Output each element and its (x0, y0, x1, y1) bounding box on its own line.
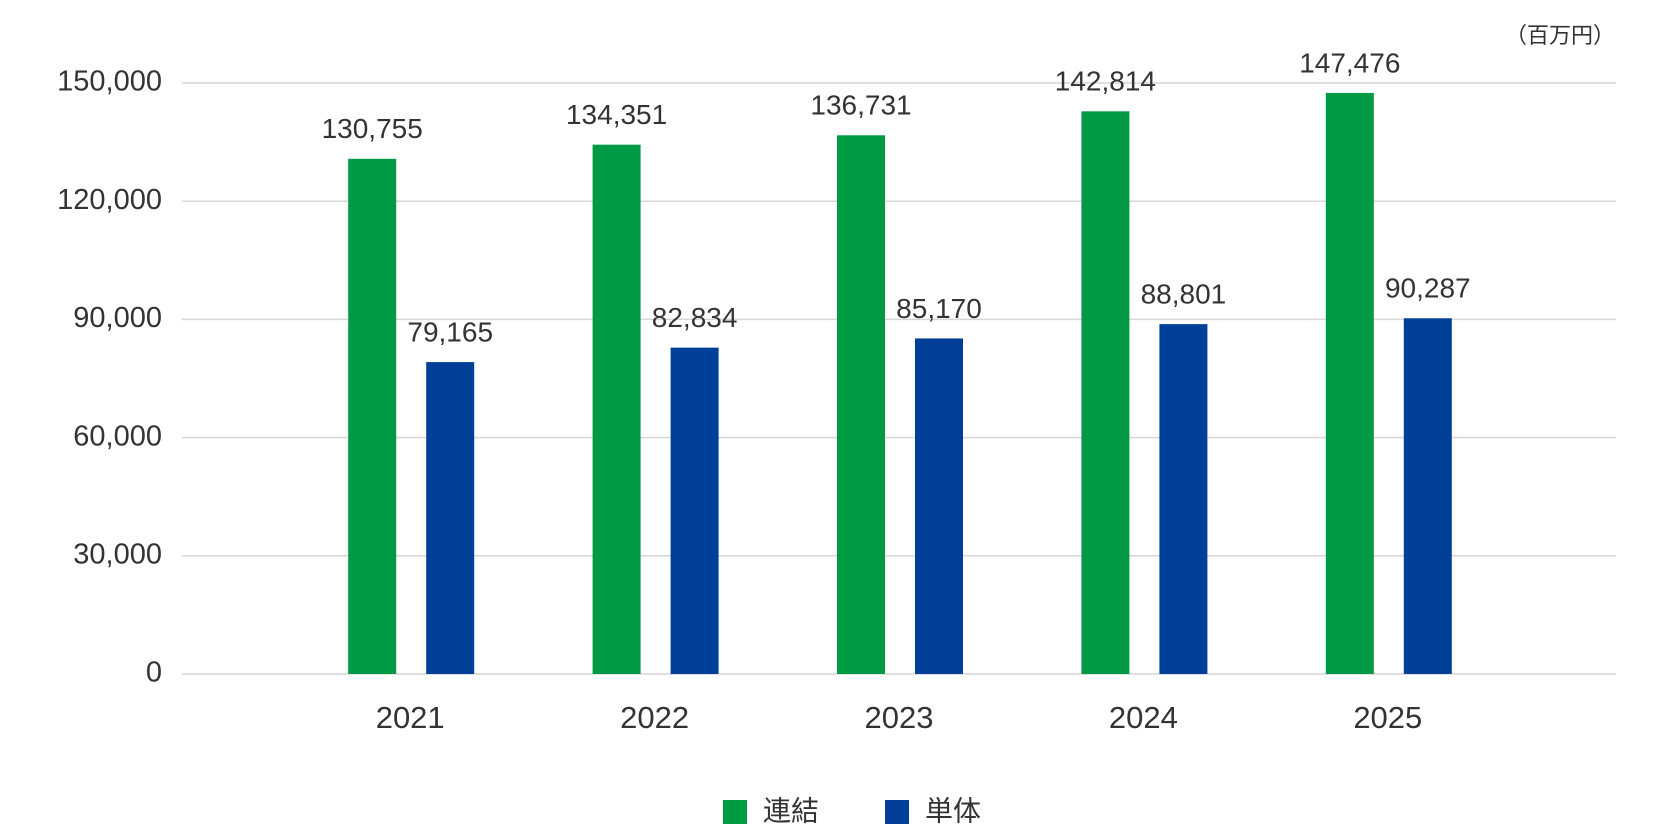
value-label: 142,814 (1055, 66, 1156, 97)
x-tick-label: 2025 (1353, 700, 1422, 735)
y-tick-label: 0 (146, 657, 162, 689)
value-label: 88,801 (1141, 279, 1227, 310)
bar (426, 362, 475, 674)
x-tick-label: 2023 (865, 700, 934, 735)
x-tick-label: 2022 (620, 700, 689, 735)
bar (1159, 324, 1208, 674)
bar (348, 158, 397, 674)
bar (592, 144, 641, 675)
bar (670, 347, 719, 674)
legend-swatch (723, 800, 747, 824)
y-tick-label: 120,000 (57, 184, 162, 216)
bar (915, 338, 963, 674)
x-tick-label: 2024 (1109, 700, 1178, 735)
y-tick-label: 150,000 (57, 66, 162, 98)
value-label: 82,834 (652, 302, 738, 333)
bar (1403, 318, 1452, 674)
value-label: 134,351 (566, 99, 667, 130)
y-tick-label: 30,000 (73, 538, 162, 570)
value-label: 130,755 (322, 113, 423, 144)
legend-label: 連結 (763, 795, 819, 826)
legend-label: 単体 (925, 795, 981, 826)
y-tick-label: 60,000 (73, 420, 162, 452)
value-label: 136,731 (810, 90, 911, 121)
value-label: 147,476 (1299, 47, 1400, 78)
value-label: 85,170 (896, 293, 982, 324)
value-label: 79,165 (407, 316, 493, 347)
value-label: 90,287 (1385, 273, 1471, 304)
y-tick-label: 90,000 (73, 302, 162, 334)
bar (837, 135, 885, 675)
x-tick-label: 2021 (376, 700, 445, 735)
bar (1325, 92, 1374, 674)
unit-label: （百万円） (1505, 23, 1615, 48)
legend-swatch (885, 800, 909, 824)
bar (1081, 111, 1130, 674)
